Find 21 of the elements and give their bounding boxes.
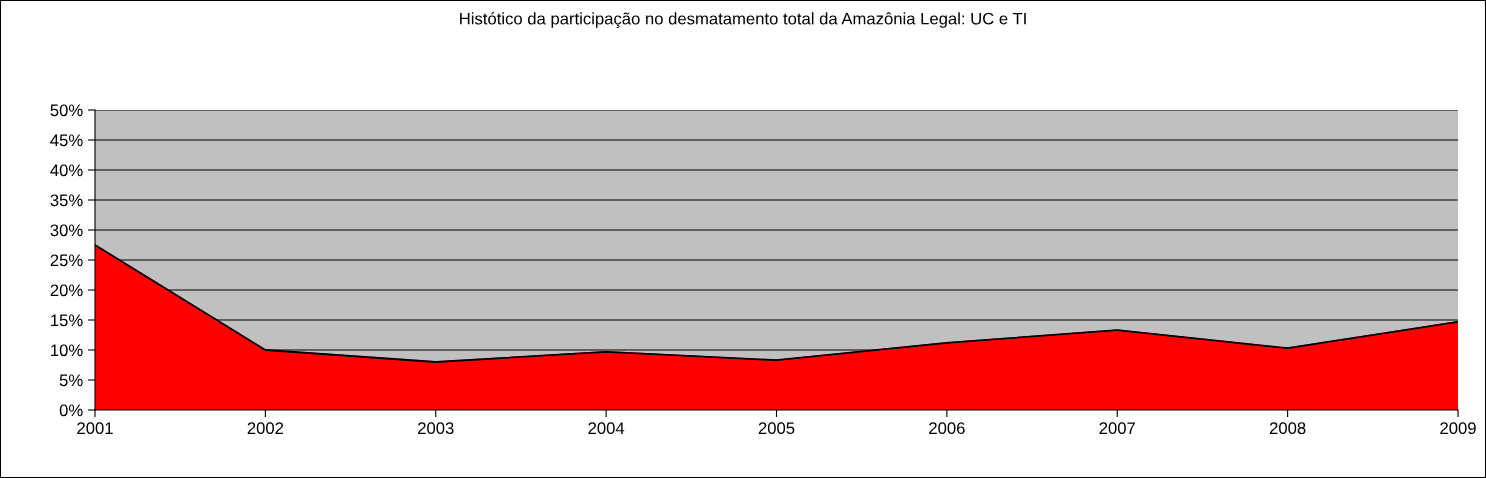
x-tick-label: 2002 — [247, 422, 284, 435]
x-tick-label: 2007 — [1099, 422, 1135, 435]
y-tick-label: 50% — [50, 104, 83, 117]
y-tick-label: 40% — [50, 164, 83, 177]
y-tick-label: 25% — [50, 254, 83, 267]
y-tick-label: 10% — [51, 344, 83, 357]
y-tick-label: 45% — [50, 134, 83, 147]
y-tick-label: 0% — [59, 404, 83, 417]
x-tick-label: 2003 — [418, 422, 454, 435]
x-tick-label: 2004 — [588, 422, 625, 435]
x-tick-label: 2009 — [1440, 422, 1476, 435]
y-tick-label: 20% — [50, 284, 83, 297]
chart-title: Histótico da participação no desmatamento total da Amazônia Legal: UC e TI — [460, 12, 1026, 28]
y-tick-label: 5% — [59, 374, 83, 387]
y-tick-label: 30% — [50, 224, 83, 237]
x-tick-label: 2001 — [77, 422, 113, 435]
y-tick-label: 15% — [51, 314, 83, 327]
y-tick-label: 35% — [50, 194, 83, 207]
x-tick-label: 2008 — [1269, 422, 1306, 435]
x-tick-label: 2006 — [929, 422, 965, 435]
x-tick-label: 2005 — [758, 422, 795, 435]
